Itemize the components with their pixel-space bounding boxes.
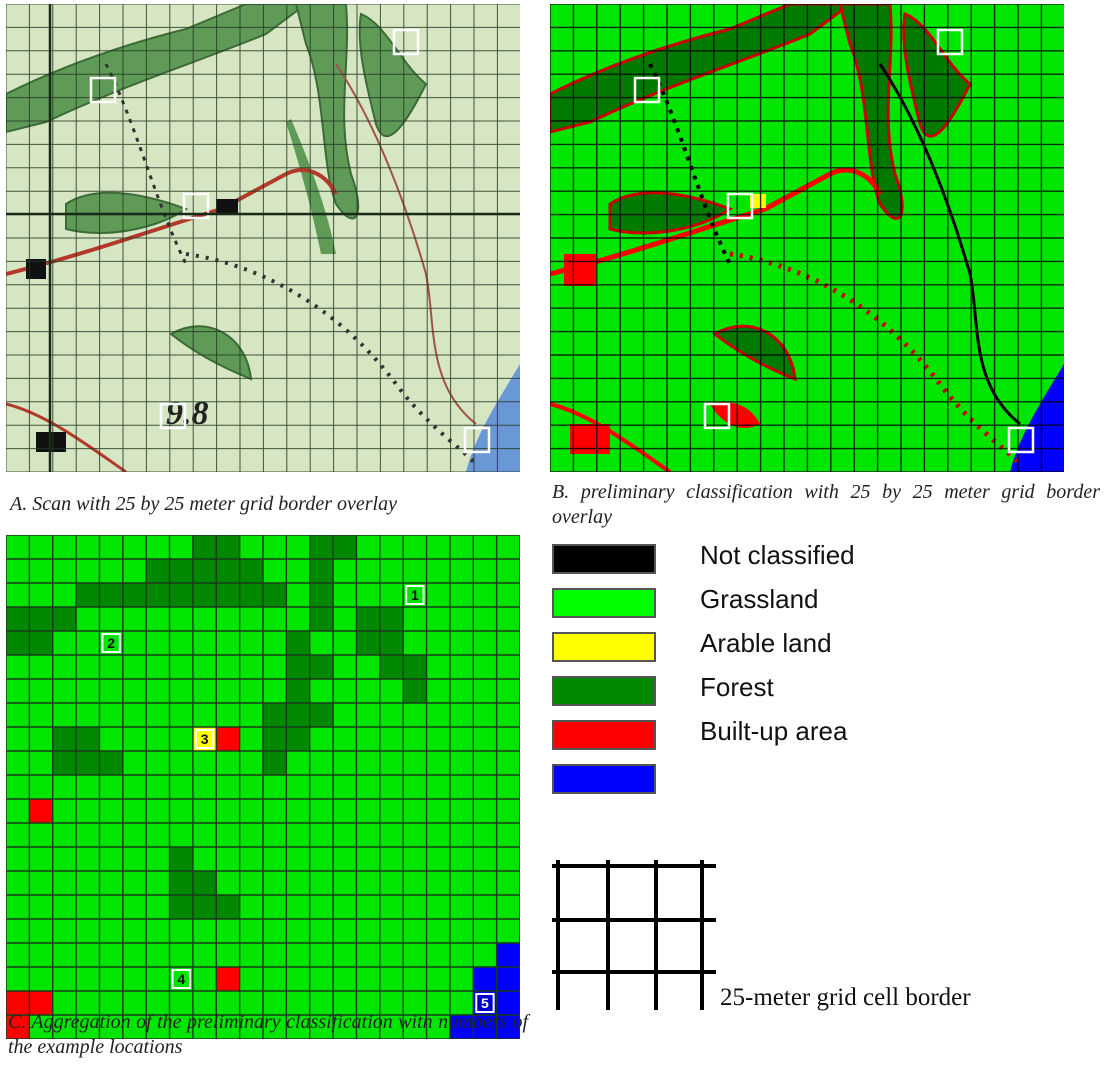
legend-swatch — [552, 764, 656, 794]
aggregation-map: 1 2 3 4 5 — [6, 535, 520, 1039]
location-marker-4: 4 — [171, 969, 191, 989]
scan-map-caption: A. Scan with 25 by 25 meter grid border … — [10, 493, 397, 515]
location-number: 4 — [177, 971, 185, 987]
location-number: 5 — [481, 995, 489, 1011]
location-marker-3: 3 — [194, 729, 215, 749]
grid-legend-icon — [552, 860, 716, 1010]
grid-legend-label: 25-meter grid cell border — [720, 984, 971, 1011]
legend-label: Built-up area — [700, 716, 848, 746]
legend-swatch — [552, 632, 656, 662]
legend-swatch — [552, 588, 656, 618]
location-number: 1 — [411, 587, 419, 603]
legend-label: Grassland — [700, 584, 819, 614]
location-marker-2: 2 — [101, 633, 121, 653]
scan-map-panel: 9.8 — [6, 4, 520, 472]
legend-label: Arable land — [700, 628, 832, 658]
legend-label: Forest — [700, 672, 774, 702]
legend-swatch — [552, 720, 656, 750]
classification-map-caption: B. preliminary classification with 25 by… — [552, 481, 1100, 528]
legend-label: Not classified — [700, 540, 855, 570]
aggregation-map-panel: 1 2 3 4 5 — [6, 535, 520, 1039]
classification-map-panel — [550, 4, 1064, 472]
location-number: 3 — [201, 731, 209, 747]
location-marker-1: 1 — [405, 585, 425, 605]
scan-map: 9.8 — [6, 4, 520, 472]
location-number: 2 — [107, 635, 115, 651]
legend-swatch — [552, 676, 656, 706]
legend-swatch — [552, 544, 656, 574]
aggregation-map-caption: C. Aggregation of the preliminary classi… — [8, 1011, 528, 1058]
scan-map-text: 9.8 — [166, 395, 209, 432]
location-marker-5: 5 — [475, 993, 495, 1013]
classification-map — [550, 4, 1064, 472]
